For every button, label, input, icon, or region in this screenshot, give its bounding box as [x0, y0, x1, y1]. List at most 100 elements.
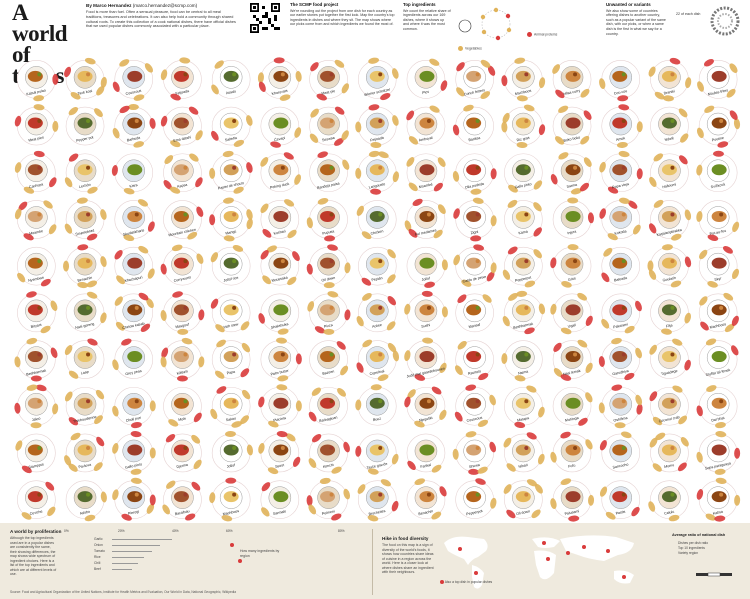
dish-cell[interactable]: Stuffat tal-fenek [698, 337, 740, 379]
dish-cell[interactable]: Boko boko [552, 104, 593, 146]
dish-cell[interactable]: Jollof [211, 430, 254, 473]
dish-cell[interactable]: Tiguadege [648, 337, 692, 379]
dish-cell[interactable]: Kisra [111, 153, 154, 196]
dish-cell[interactable]: Ssoot [257, 430, 302, 475]
dish-cell[interactable]: Nasi lemak [552, 338, 595, 382]
dish-cell[interactable]: Zigni [452, 197, 497, 242]
dish-cell[interactable]: Farikal [406, 433, 446, 474]
dish-cell[interactable]: Njeguški [403, 385, 448, 429]
dish-cell[interactable]: Benachin [406, 477, 448, 521]
dish-cell[interactable]: Jollof rice [209, 244, 251, 286]
dish-cell[interactable]: Mumu [648, 431, 690, 473]
dish-cell[interactable]: Brochettes [356, 478, 400, 523]
dish-cell[interactable]: Draniki [647, 57, 692, 102]
dish-cell[interactable]: Ndolé [650, 106, 690, 146]
dish-cell[interactable]: Kapsa [162, 152, 204, 195]
dish-cell[interactable]: Mansaf [455, 293, 494, 333]
dish-cell[interactable]: Salteña [209, 106, 253, 148]
dish-cell[interactable]: Meat pie [309, 58, 351, 102]
dish-cell[interactable]: Machboos [209, 477, 251, 523]
dish-cell[interactable]: Palusami [600, 293, 644, 335]
dish-cell[interactable]: Kama [504, 198, 543, 239]
dish-cell[interactable]: Jaloo [14, 384, 59, 429]
dish-cell[interactable]: Shakshuka [257, 293, 300, 336]
qr-code-icon[interactable] [250, 3, 280, 33]
dish-cell[interactable]: Kokoda [598, 197, 642, 242]
dish-cell[interactable]: Bandeja paisa [309, 150, 351, 193]
dish-cell[interactable]: Garudhiya [598, 337, 643, 382]
dish-cell[interactable]: Svíčková [696, 150, 738, 193]
world-map[interactable] [438, 529, 664, 593]
dish-cell[interactable]: Machboos [698, 291, 741, 333]
dish-cell[interactable]: Fufu [549, 430, 594, 473]
dish-cell[interactable]: Khachapuri [113, 244, 156, 286]
dish-cell[interactable]: Pupusa [306, 197, 348, 242]
dish-cell[interactable]: Ceviche [17, 480, 57, 521]
dish-cell[interactable]: Feijoada [355, 103, 400, 149]
dish-cell[interactable]: Masgouf [160, 290, 205, 335]
dish-cell[interactable]: Dholl puri [111, 386, 156, 429]
dish-cell[interactable]: Placinta [257, 384, 302, 429]
dish-cell[interactable]: Cachupa [14, 150, 58, 195]
dish-cell[interactable]: Chelow kabab [113, 291, 155, 333]
dish-cell[interactable]: Mohinga [552, 386, 594, 427]
byline-email[interactable]: (marco.hernandez@scmp.com) [132, 3, 198, 8]
dish-cell[interactable]: Pierogi [111, 477, 156, 522]
dish-cell[interactable]: Asado [210, 59, 251, 99]
dish-cell[interactable]: Ambuyat [405, 104, 446, 146]
dish-cell[interactable]: Djerma [163, 432, 203, 473]
dish-cell[interactable]: Couscous [111, 58, 154, 102]
dish-cell[interactable]: Sancocho [598, 430, 641, 473]
dish-cell[interactable]: Kimchi [307, 432, 351, 475]
dish-cell[interactable]: Currywurst [160, 243, 205, 286]
dish-cell[interactable]: Moussaka [259, 244, 301, 287]
dish-cell[interactable]: Wiener schnitzel [357, 57, 400, 102]
dish-cell[interactable]: Beshbarmak [501, 290, 546, 335]
dish-cell[interactable]: Oil down [502, 478, 544, 520]
dish-cell[interactable]: Nsima [501, 340, 543, 383]
dish-cell[interactable]: Sarmale [259, 480, 300, 519]
dish-cell[interactable]: Pepián [357, 246, 397, 287]
dish-cell[interactable]: Laap [63, 337, 105, 380]
dish-cell[interactable]: Barbuda [111, 104, 156, 149]
dish-cell[interactable]: Tavë kosi [63, 57, 108, 101]
dish-cell[interactable]: Kibbeh [160, 337, 205, 382]
dish-cell[interactable]: Cepelinai [355, 338, 400, 382]
dish-cell[interactable]: Kabuli pulao [17, 60, 59, 102]
dish-cell[interactable]: Khorovats [257, 57, 302, 102]
dish-cell[interactable]: Calulu [647, 480, 689, 523]
dish-cell[interactable]: Benachin [63, 244, 108, 289]
dish-cell[interactable]: Ugali [549, 291, 594, 335]
dish-cell[interactable]: Peking duck [259, 151, 303, 193]
dish-cell[interactable]: Palm butter [260, 337, 302, 382]
dish-cell[interactable]: Pepperpot [501, 245, 543, 289]
dish-cell[interactable]: Langouste [355, 150, 400, 195]
dish-cell[interactable]: Conch fritters [454, 58, 496, 100]
dish-cell[interactable]: Halloumi [648, 152, 690, 193]
dish-cell[interactable]: Ropa vieja [598, 150, 643, 195]
dish-cell[interactable]: Kabsa [695, 477, 741, 522]
dish-cell[interactable]: Pepperpot [455, 477, 498, 519]
dish-cell[interactable]: Mountain chicken [163, 200, 204, 241]
dish-cell[interactable]: Barbagiuan [307, 386, 348, 426]
dish-cell[interactable]: Buuz [355, 384, 397, 426]
dish-cell[interactable]: Caldo de peixe [452, 243, 497, 288]
dish-cell[interactable]: Bacalhau [161, 479, 202, 522]
dish-cell[interactable]: Seswaa [308, 105, 350, 147]
dish-cell[interactable]: Couscous [453, 384, 497, 429]
dish-cell[interactable]: Pot-au-feu [696, 200, 741, 242]
dish-cell[interactable]: Chicken [355, 200, 397, 240]
dish-cell[interactable]: Poutine [696, 104, 741, 149]
dish-cell[interactable]: Hilsa curry [551, 60, 592, 99]
dish-cell[interactable]: Riz gras [501, 103, 546, 149]
dish-cell[interactable]: Machboos [501, 57, 546, 102]
dish-cell[interactable]: Coconut crab [648, 384, 689, 427]
dish-cell[interactable]: Lechón [63, 152, 105, 195]
dish-cell[interactable]: Shuwa [452, 430, 497, 475]
dish-cell[interactable]: Skyr [697, 244, 740, 288]
dish-cell[interactable]: Smørrebrød [63, 197, 108, 242]
dish-cell[interactable]: Plov [406, 57, 449, 99]
dish-cell[interactable]: Jollof [406, 246, 448, 289]
dish-cell[interactable]: Cou-cou [598, 60, 641, 102]
dish-cell[interactable]: Injera [552, 197, 595, 239]
